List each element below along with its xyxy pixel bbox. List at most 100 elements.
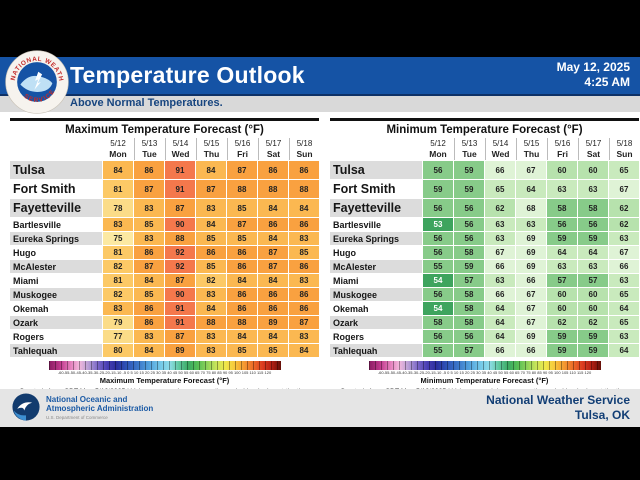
temp-cell: 59	[423, 180, 453, 198]
temp-cell: 69	[516, 246, 546, 259]
temp-cell: 85	[227, 199, 257, 217]
temp-cell: 86	[289, 288, 319, 301]
temp-cell: 86	[227, 302, 257, 315]
column-header: 5/18 Sun	[289, 138, 319, 160]
row-label-ozark: Ozark	[10, 316, 102, 329]
row-label-tahlequah: Tahlequah	[10, 344, 102, 357]
temp-cell: 86	[196, 246, 226, 259]
temp-cell: 63	[516, 218, 546, 231]
temp-cell: 90	[165, 218, 195, 231]
temp-cell: 65	[609, 288, 639, 301]
temp-cell: 67	[516, 316, 546, 329]
temp-cell: 64	[485, 302, 515, 315]
temp-cell: 60	[547, 161, 577, 179]
max-temperature-table: 5/12 Mon 5/13 Tue 5/14 Wed 5/15 Thu 5/16 Fri 5/17 S…	[10, 138, 319, 357]
temp-cell: 56	[578, 218, 608, 231]
temp-cell: 58	[454, 246, 484, 259]
temp-cell: 83	[134, 199, 164, 217]
temp-cell: 57	[454, 274, 484, 287]
temp-cell: 63	[609, 232, 639, 245]
agency-line1: National Oceanic and	[46, 395, 128, 404]
page-title: Temperature Outlook	[70, 62, 305, 88]
temp-cell: 85	[258, 344, 288, 357]
temp-cell: 59	[547, 232, 577, 245]
row-label-fayetteville: Fayetteville	[330, 199, 422, 217]
column-header: 5/13 Tue	[454, 138, 484, 160]
temp-cell: 75	[103, 232, 133, 245]
row-label-bartlesville: Bartlesville	[330, 218, 422, 231]
temp-cell: 67	[485, 246, 515, 259]
temp-cell: 66	[516, 274, 546, 287]
org-name: National Weather Service	[486, 393, 630, 407]
row-label-ozark: Ozark	[330, 316, 422, 329]
min-temperature-panel: Minimum Temperature Forecast (°F) 5/12 Mo…	[330, 118, 639, 408]
temp-cell: 59	[547, 330, 577, 343]
temp-cell: 85	[227, 232, 257, 245]
temp-cell: 86	[227, 246, 257, 259]
temp-cell: 86	[134, 161, 164, 179]
temp-cell: 85	[196, 260, 226, 273]
temp-cell: 89	[258, 316, 288, 329]
column-header: 5/16 Fri	[227, 138, 257, 160]
row-label-bartlesville: Bartlesville	[10, 218, 102, 231]
column-header: 5/12 Mon	[103, 138, 133, 160]
temp-cell: 83	[289, 330, 319, 343]
temp-cell: 82	[196, 274, 226, 287]
row-label-rogers: Rogers	[330, 330, 422, 343]
temp-cell: 56	[454, 218, 484, 231]
temp-cell: 60	[578, 302, 608, 315]
temp-cell: 89	[165, 344, 195, 357]
temp-cell: 63	[578, 180, 608, 198]
temp-cell: 87	[258, 246, 288, 259]
footer-band: National Oceanic and Atmospheric Adminis…	[0, 389, 640, 427]
temp-cell: 84	[196, 218, 226, 231]
temp-cell: 90	[165, 288, 195, 301]
temp-cell: 83	[134, 232, 164, 245]
temp-cell: 87	[134, 180, 164, 198]
content-area: Maximum Temperature Forecast (°F) 5/12 Mo…	[0, 112, 640, 408]
temp-cell: 58	[423, 316, 453, 329]
agency-text: National Oceanic and Atmospheric Adminis…	[46, 395, 153, 420]
temp-cell: 59	[578, 232, 608, 245]
temp-cell: 87	[289, 316, 319, 329]
temp-cell: 69	[516, 232, 546, 245]
temp-cell: 60	[578, 161, 608, 179]
temp-cell: 88	[258, 180, 288, 198]
header-time: 4:25 AM	[584, 75, 630, 89]
temp-cell: 59	[454, 180, 484, 198]
temp-cell: 91	[165, 302, 195, 315]
temp-cell: 84	[103, 161, 133, 179]
agency-sub: U.S. Department of Commerce	[46, 415, 108, 420]
row-label-fort-smith: Fort Smith	[330, 180, 422, 198]
row-label-tulsa: Tulsa	[330, 161, 422, 179]
temp-cell: 86	[258, 288, 288, 301]
temp-cell: 55	[423, 344, 453, 357]
row-label-eureka-springs: Eureka Springs	[330, 232, 422, 245]
temp-cell: 88	[227, 316, 257, 329]
temp-cell: 87	[227, 218, 257, 231]
temp-cell: 79	[103, 316, 133, 329]
temp-cell: 59	[578, 330, 608, 343]
header-band	[0, 57, 640, 96]
temp-cell: 62	[578, 316, 608, 329]
column-header: 5/15 Thu	[196, 138, 226, 160]
column-header: 5/17 Sat	[258, 138, 288, 160]
min-colorbar-label: Minimum Temperature Forecast (°F)	[420, 376, 549, 385]
temp-cell: 66	[485, 260, 515, 273]
row-label-muskogee: Muskogee	[10, 288, 102, 301]
row-label-miami: Miami	[330, 274, 422, 287]
temp-cell: 64	[516, 180, 546, 198]
max-colorbar-legend: -60-55-50-45-40-35-30-25-20-15-10 -5 0 5…	[48, 361, 281, 385]
temp-cell: 55	[423, 260, 453, 273]
row-label-tulsa: Tulsa	[10, 161, 102, 179]
temp-cell: 80	[103, 344, 133, 357]
temp-cell: 69	[516, 260, 546, 273]
temp-cell: 88	[227, 180, 257, 198]
temp-cell: 67	[609, 180, 639, 198]
temp-cell: 67	[609, 246, 639, 259]
column-header: 5/13 Tue	[134, 138, 164, 160]
max-temperature-panel: Maximum Temperature Forecast (°F) 5/12 Mo…	[10, 118, 319, 408]
column-header: 5/12 Mon	[423, 138, 453, 160]
temp-cell: 68	[516, 199, 546, 217]
temp-cell: 86	[227, 288, 257, 301]
